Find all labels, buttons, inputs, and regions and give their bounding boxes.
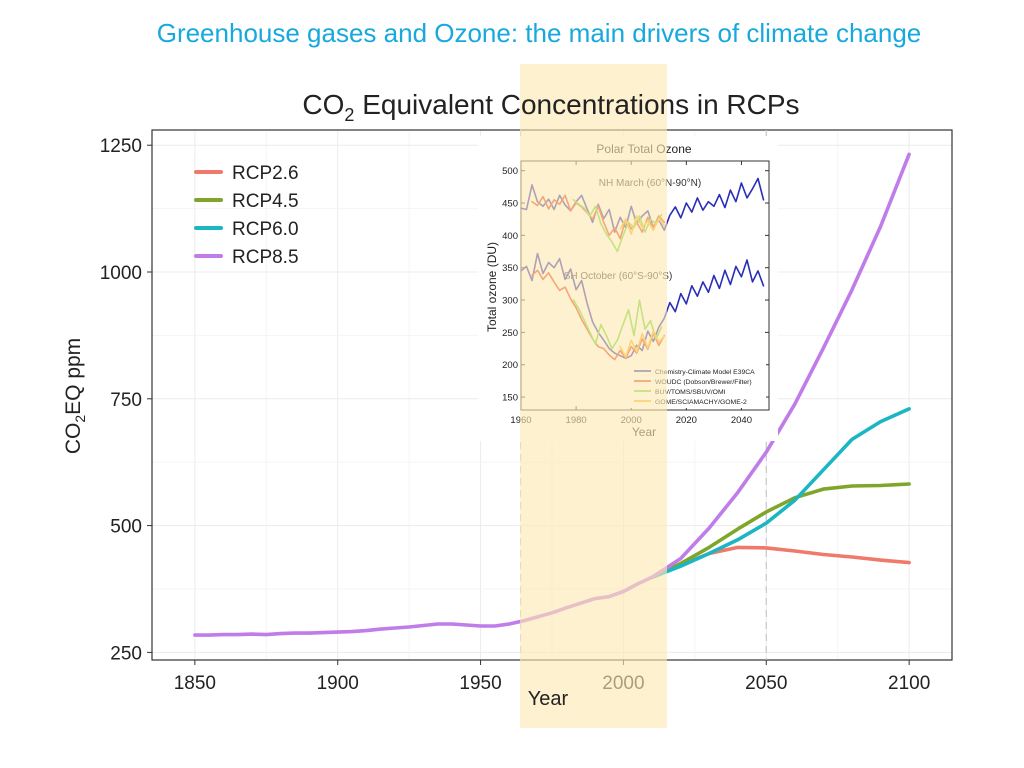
inset-y-tick-label: 300	[502, 296, 518, 307]
inset-x-tick-label: 2040	[731, 415, 752, 426]
ylabel-part: EQ ppm	[62, 338, 85, 415]
inset-y-tick-label: 450	[502, 199, 518, 210]
inset-x-tick-label: 2020	[676, 415, 697, 426]
inset-y-tick-label: 400	[502, 231, 518, 242]
ylabel-part: CO	[62, 423, 85, 455]
legend-label: RCP4.5	[232, 191, 299, 212]
series-line-rcp60	[650, 407, 911, 580]
title-subscript: 2	[344, 105, 354, 125]
main-x-axis-title: Year	[528, 688, 569, 710]
x-tick-label: 1900	[317, 673, 359, 694]
ylabel-subscript: 2	[72, 415, 88, 423]
main-y-axis-title: CO2EQ ppm	[62, 338, 88, 454]
inset-y-axis-title: Total ozone (DU)	[485, 242, 499, 332]
title-part: Equivalent Concentrations in RCPs	[354, 89, 799, 120]
highlight-band	[520, 64, 667, 728]
main-series-lines	[193, 152, 911, 637]
chart-labels: CO2 Equivalent Concentrations in RCPsCO2…	[62, 89, 800, 710]
x-tick-label: 2050	[745, 673, 787, 694]
inset-legend-label: BUV/TOMS/SBUV/OMI	[655, 389, 726, 396]
legend-label: RCP8.5	[232, 247, 299, 268]
y-tick-label: 500	[110, 517, 142, 538]
inset-y-tick-label: 500	[502, 166, 518, 177]
inset-y-tick-label: 250	[502, 328, 518, 339]
highlight-overlay	[520, 64, 667, 728]
main-chart-title: CO2 Equivalent Concentrations in RCPs	[302, 89, 799, 125]
inset-legend-label: GOME/SCIAMACHY/GOME-2	[655, 399, 747, 406]
x-tick-label: 2100	[888, 673, 930, 694]
inset-legend-label: WOUDC (Dobson/Brewer/Filter)	[655, 379, 752, 386]
title-part: CO	[302, 89, 344, 120]
y-tick-label: 1000	[100, 263, 142, 284]
slide-title: Greenhouse gases and Ozone: the main dri…	[156, 18, 922, 48]
main-legend: RCP2.6 RCP4.5 RCP6.0 RCP8.5	[194, 163, 299, 268]
y-tick-label: 1250	[100, 136, 142, 157]
x-tick-label: 1850	[174, 673, 216, 694]
legend-label: RCP6.0	[232, 219, 299, 240]
slide-header: Greenhouse gases and Ozone: the main dri…	[0, 0, 1024, 60]
inset-y-tick-label: 150	[502, 393, 518, 404]
inset-y-tick-label: 200	[502, 360, 518, 371]
inset-y-tick-label: 350	[502, 263, 518, 274]
legend-label: RCP2.6	[232, 163, 299, 184]
x-tick-label: 1950	[459, 673, 501, 694]
inset-legend-label: Chemistry-Climate Model E39CA	[655, 369, 755, 376]
y-tick-label: 750	[110, 390, 142, 411]
y-tick-label: 250	[110, 643, 142, 664]
series-line-rcp45	[650, 482, 911, 580]
series-line-rcp85	[650, 152, 911, 580]
